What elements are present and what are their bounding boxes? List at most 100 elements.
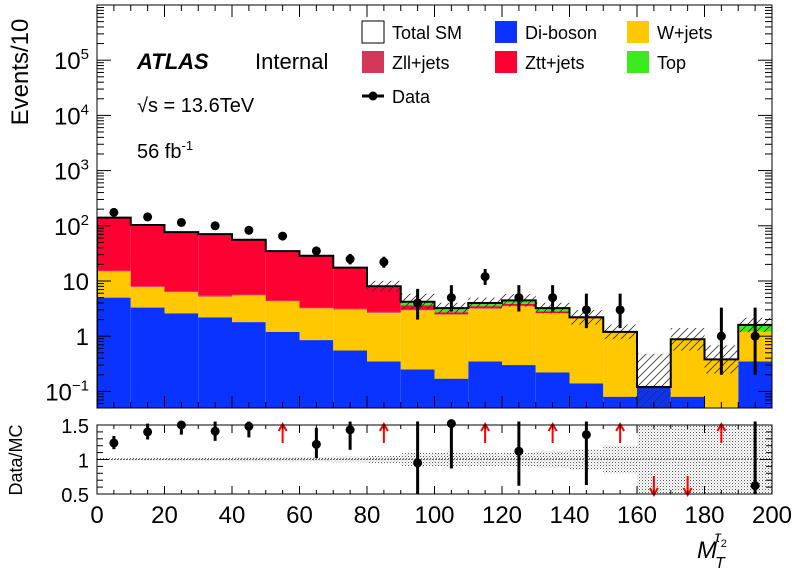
data-points [109,207,760,375]
ratio-point [446,419,456,429]
y-axis-title: Events/10 [7,19,34,126]
data-point [244,225,254,235]
legend-label: Di-boson [525,23,597,43]
data-point [345,254,355,264]
bar-di-boson [164,313,199,408]
legend-swatch [627,51,649,73]
bar-ztt-jets [164,232,199,292]
legend: Total SM Di-boson W+jets Zll+jets Ztt+jets To… [361,20,713,107]
bar-di-boson [265,331,300,408]
data-point [581,305,591,315]
x-tick-label: 80 [354,502,381,529]
data-point [210,221,220,231]
bar-di-boson [299,340,334,408]
ratio-panel: 0.5 1 1.5 Data/MC 0 20 40 60 80 100 120 140 160 180… [6,416,792,572]
bar-ztt-jets [333,268,367,309]
bar-w-jets [130,286,165,308]
ratio-up-arrow-head [547,421,558,432]
ratio-band-bin [468,452,502,467]
bar-w-jets [299,308,334,341]
bar-w-jets [367,312,401,362]
legend-swatch [495,21,517,43]
x-tick-label: 180 [684,502,724,529]
uncertainty-hatch [637,353,671,408]
x-tick-label: 120 [482,502,522,529]
x-tick-label: 160 [617,502,657,529]
atlas-sublabel: Internal [255,49,328,74]
bar-ztt-jets [198,234,232,296]
legend-label: W+jets [657,23,713,43]
ratio-point [514,446,524,456]
y-tick-label: 105 [54,46,89,75]
ratio-up-arrow-head [480,421,490,432]
bar-zll-jets [164,291,199,293]
ratio-y-axis-title: Data/MC [6,424,26,495]
ratio-up-arrow-head [615,421,625,432]
data-point [109,207,119,217]
data-point [176,217,186,227]
legend-label: Total SM [392,23,462,43]
x-tick-label: 140 [549,502,589,529]
ratio-band-bin [265,457,300,462]
main-x-ticks [96,5,773,408]
ratio-y-tick-label: 1 [78,451,89,473]
x-tick-label: 100 [414,502,454,529]
x-tick-label: 60 [286,502,313,529]
data-point [311,246,321,256]
x-tick-labels: 0 20 40 60 80 100 120 140 160 180 200 [90,502,792,529]
y-tick-label: 104 [54,101,89,130]
ratio-up-arrow-head [277,421,288,432]
y-tick-label: 10 [62,269,89,296]
ratio-point [413,458,423,468]
ratio-down-arrow-head [682,487,693,498]
data-point [750,331,760,341]
total-sm-outline [97,216,772,408]
y-tick-label: 102 [54,212,89,241]
x-tick-label: 0 [90,502,103,529]
ratio-y-tick-label: 0.5 [61,485,89,507]
ratio-band-bin [367,456,401,463]
energy-label: √s = 13.6TeV [137,95,255,117]
x-axis-title: MTτ2 [697,529,727,572]
bar-di-boson [367,361,401,408]
y-tick-label: 103 [54,157,89,186]
bar-ztt-jets [265,251,300,301]
atlas-label: ATLAS [136,49,209,74]
bar-ztt-jets [97,217,131,271]
main-y-ticks: 10−1 1 10 102 103 104 105 [45,7,772,409]
legend-swatch [362,51,384,73]
ratio-up-arrow-head [379,421,389,432]
stacked-histogram [97,217,772,408]
data-point [716,331,726,341]
bar-zll-jets [232,294,266,296]
data-point [278,231,288,241]
bar-w-jets [232,295,266,323]
x-tick-label: 20 [151,502,178,529]
bar-di-boson [130,307,165,408]
ratio-point [345,425,355,435]
ratio-band-bin [97,458,131,461]
bar-zll-jets [130,286,165,287]
data-point [379,257,389,267]
data-point [514,293,524,303]
bar-di-boson [468,361,502,408]
ratio-point [143,427,153,437]
legend-marker [368,91,378,101]
ratio-y-ticks: 0.5 1 1.5 [61,416,772,507]
ratio-point [581,430,591,440]
data-point [143,212,153,222]
x-tick-label: 40 [219,502,246,529]
bar-ztt-jets [299,256,334,308]
legend-label: Ztt+jets [525,53,585,73]
bar-w-jets [569,318,604,384]
bar-w-jets [265,301,300,332]
bar-zll-jets [198,295,232,297]
bar-w-jets [535,313,570,373]
bar-zll-jets [367,311,401,313]
ratio-band-bin [333,456,367,463]
bar-zll-jets [333,308,367,310]
bar-w-jets [434,314,469,379]
data-point [548,293,558,303]
bar-w-jets [468,308,502,362]
ratio-points [109,419,760,494]
